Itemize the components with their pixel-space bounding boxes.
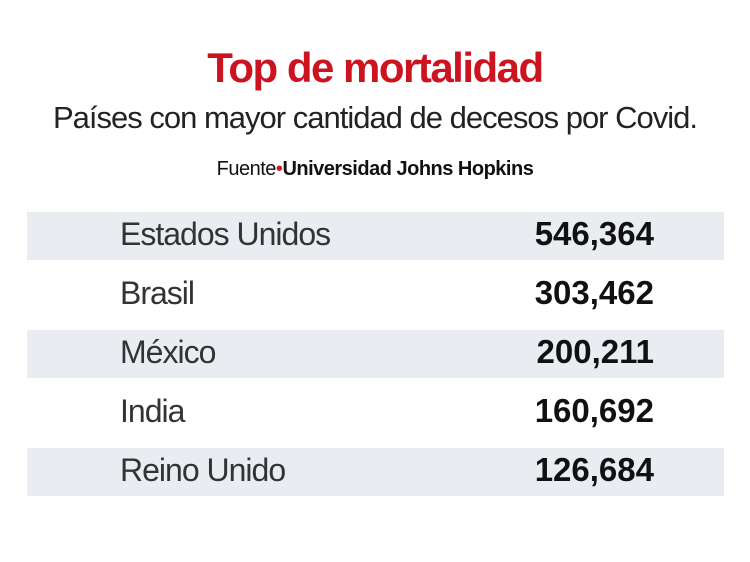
source-name: Universidad Johns Hopkins [282,158,534,180]
table-row: México 200,211 [27,330,724,378]
chart-title: Top de mortalidad [207,44,544,91]
country-name: Brasil [120,275,195,311]
source-label: Fuente [216,158,277,180]
table-row: Brasil 303,462 [27,271,724,319]
table-row: India 160,692 [27,389,724,437]
chart-subtitle: Países con mayor cantidad de decesos por… [53,100,698,135]
country-name: India [120,393,185,429]
death-count: 200,211 [536,333,654,370]
table-row: Reino Unido 126,684 [27,448,724,496]
death-count: 126,684 [534,451,654,488]
death-count: 303,462 [534,274,654,311]
death-count: 546,364 [534,215,654,252]
country-name: Estados Unidos [120,216,331,252]
separator-dot: • [275,158,283,180]
source-line: Fuente•Universidad Johns Hopkins [0,158,750,181]
country-name: México [120,334,216,370]
country-name: Reino Unido [120,452,286,488]
mortality-table: Estados Unidos 546,364 Brasil 303,462 Mé… [27,212,724,507]
table-row: Estados Unidos 546,364 [27,212,724,260]
death-count: 160,692 [534,392,654,429]
